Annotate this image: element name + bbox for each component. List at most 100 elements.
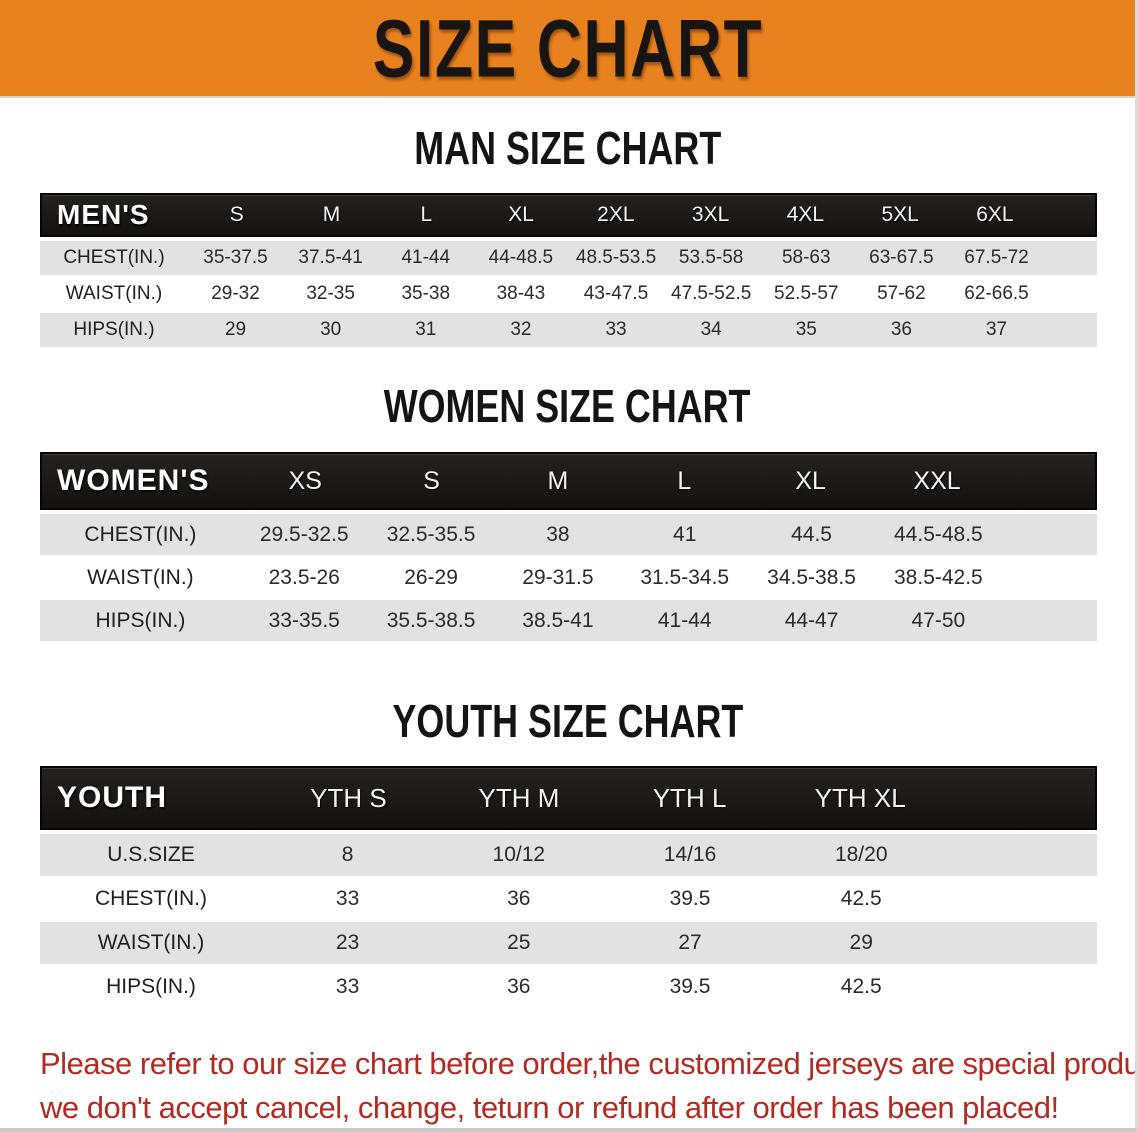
size-cell: 14/16	[663, 843, 717, 866]
size-cell: 48.5-53.5	[575, 247, 657, 268]
men-waist-row: WAIST(IN.) 29-32 32-35 35-38 38-43 43-47…	[40, 277, 1097, 311]
youth-section-heading-text: YOUTH SIZE CHART	[392, 695, 743, 747]
size-cell: 58-63	[781, 247, 831, 268]
size-cell: 34.5-38.5	[767, 565, 856, 589]
men-chest-row: CHEST(IN.) 35-37.5 37.5-41 41-44 44-48.5…	[40, 241, 1097, 275]
size-cell: 62-66.5	[964, 283, 1029, 304]
size-cell: 63-67.5	[869, 247, 934, 268]
men-size-col-header: S	[229, 203, 244, 226]
men-size-col-header: L	[420, 203, 433, 226]
size-cell: 44.5	[791, 522, 832, 546]
size-cell: 38.5-42.5	[894, 565, 983, 589]
youth-table-header-label: YOUTH	[57, 781, 167, 814]
size-cell: 29	[849, 931, 873, 954]
size-cell: 43-47.5	[583, 283, 649, 304]
row-label: WAIST(IN.)	[97, 931, 205, 954]
size-cell: 36	[507, 975, 531, 998]
men-size-col-header: 6XL	[976, 203, 1014, 226]
size-cell: 36	[890, 319, 912, 340]
size-cell: 36	[507, 887, 531, 910]
youth-size-col-header: YTH L	[652, 782, 727, 813]
men-size-col-header: XL	[508, 203, 534, 226]
size-cell: 44-47	[784, 608, 839, 632]
size-cell: 41-44	[657, 608, 712, 632]
size-cell: 35.5-38.5	[386, 608, 476, 632]
men-section-heading: MAN SIZE CHART	[0, 125, 1135, 171]
size-cell: 8	[341, 843, 354, 866]
size-cell: 41-44	[401, 247, 451, 268]
row-label: HIPS(IN.)	[106, 975, 196, 998]
row-label: HIPS(IN.)	[95, 608, 186, 632]
size-cell: 57-62	[877, 283, 926, 304]
size-cell: 18/20	[834, 843, 888, 866]
size-cell: 25	[507, 931, 531, 954]
size-cell: 33	[335, 975, 360, 998]
size-cell: 10/12	[492, 843, 546, 866]
size-cell: 33	[605, 319, 627, 340]
men-size-col-header: 3XL	[691, 203, 730, 226]
men-section-heading-text: MAN SIZE CHART	[414, 122, 721, 174]
size-cell: 42.5	[840, 975, 882, 998]
size-cell: 32.5-35.5	[386, 522, 476, 546]
size-cell: 23	[335, 931, 360, 954]
women-size-col-header: XXL	[913, 466, 961, 495]
women-size-col-header: L	[677, 466, 692, 495]
youth-size-col-header: YTH XL	[814, 782, 906, 813]
women-waist-row: WAIST(IN.) 23.5-26 26-29 29-31.5 31.5-34…	[40, 557, 1097, 598]
youth-size-table: YOUTH YTH S YTH M YTH L YTH XL U.S.SIZE …	[40, 766, 1097, 1008]
size-cell: 42.5	[840, 887, 882, 910]
banner-title: SIZE CHART	[372, 1, 763, 95]
size-cell: 29	[224, 319, 247, 340]
men-table-header-label: MEN'S	[57, 199, 150, 230]
size-cell: 38	[546, 522, 570, 546]
women-size-col-header: M	[547, 466, 569, 495]
men-size-col-header: M	[322, 203, 341, 226]
size-cell: 23.5-26	[268, 565, 340, 589]
size-cell: 35-38	[401, 283, 451, 304]
women-chest-row: CHEST(IN.) 29.5-32.5 32.5-35.5 38 41 44.…	[40, 514, 1097, 555]
youth-table-header-row: YOUTH YTH S YTH M YTH L YTH XL	[40, 766, 1097, 830]
women-section-heading: WOMEN SIZE CHART	[0, 383, 1135, 429]
women-table-header-row: WOMEN'S XS S M L XL XXL	[40, 452, 1097, 510]
size-cell: 47.5-52.5	[671, 283, 752, 304]
row-label: CHEST(IN.)	[94, 887, 207, 910]
size-cell: 44.5-48.5	[894, 522, 983, 546]
youth-ussize-row: U.S.SIZE 8 10/12 14/16 18/20	[40, 834, 1097, 876]
youth-section-heading: YOUTH SIZE CHART	[0, 698, 1135, 744]
youth-hips-row: HIPS(IN.) 33 36 39.5 42.5	[40, 966, 1097, 1008]
women-size-table: WOMEN'S XS S M L XL XXL CHEST(IN.) 29.5-…	[40, 452, 1097, 641]
size-cell: 32	[510, 319, 532, 340]
women-size-col-header: XL	[795, 466, 826, 495]
size-cell: 32-35	[306, 283, 355, 304]
banner: SIZE CHART	[0, 0, 1135, 98]
men-size-col-header: 2XL	[597, 203, 635, 226]
women-size-col-header: XS	[288, 466, 322, 495]
size-cell: 37	[985, 319, 1008, 340]
men-size-table: MEN'S S M L XL 2XL 3XL 4XL 5XL 6XL CHEST…	[40, 193, 1097, 347]
size-cell: 33	[335, 887, 360, 910]
size-cell: 41	[673, 522, 697, 546]
size-cell: 53.5-58	[678, 247, 744, 268]
men-table-header-row: MEN'S S M L XL 2XL 3XL 4XL 5XL 6XL	[40, 193, 1097, 237]
row-label: CHEST(IN.)	[63, 247, 165, 268]
women-section-heading-text: WOMEN SIZE CHART	[384, 380, 751, 432]
men-hips-row: HIPS(IN.) 29 30 31 32 33 34 35 36 37	[40, 313, 1097, 347]
size-cell: 26-29	[404, 565, 458, 589]
size-cell: 29-32	[211, 283, 260, 304]
size-cell: 27	[678, 931, 702, 954]
men-size-col-header: 4XL	[786, 203, 825, 226]
size-cell: 31	[415, 319, 437, 340]
size-cell: 52.5-57	[774, 283, 839, 304]
size-cell: 34	[700, 319, 722, 340]
disclaimer: Please refer to our size chart before or…	[40, 1042, 1135, 1128]
row-label: WAIST(IN.)	[65, 283, 163, 304]
size-cell: 35-37.5	[203, 247, 268, 268]
youth-waist-row: WAIST(IN.) 23 25 27 29	[40, 922, 1097, 964]
row-label: HIPS(IN.)	[73, 319, 155, 340]
youth-size-col-header: YTH M	[478, 782, 560, 813]
size-cell: 38.5-41	[522, 608, 594, 632]
women-table-header-label: WOMEN'S	[57, 464, 210, 497]
size-cell: 33-35.5	[268, 608, 340, 632]
youth-chest-row: CHEST(IN.) 33 36 39.5 42.5	[40, 878, 1097, 920]
